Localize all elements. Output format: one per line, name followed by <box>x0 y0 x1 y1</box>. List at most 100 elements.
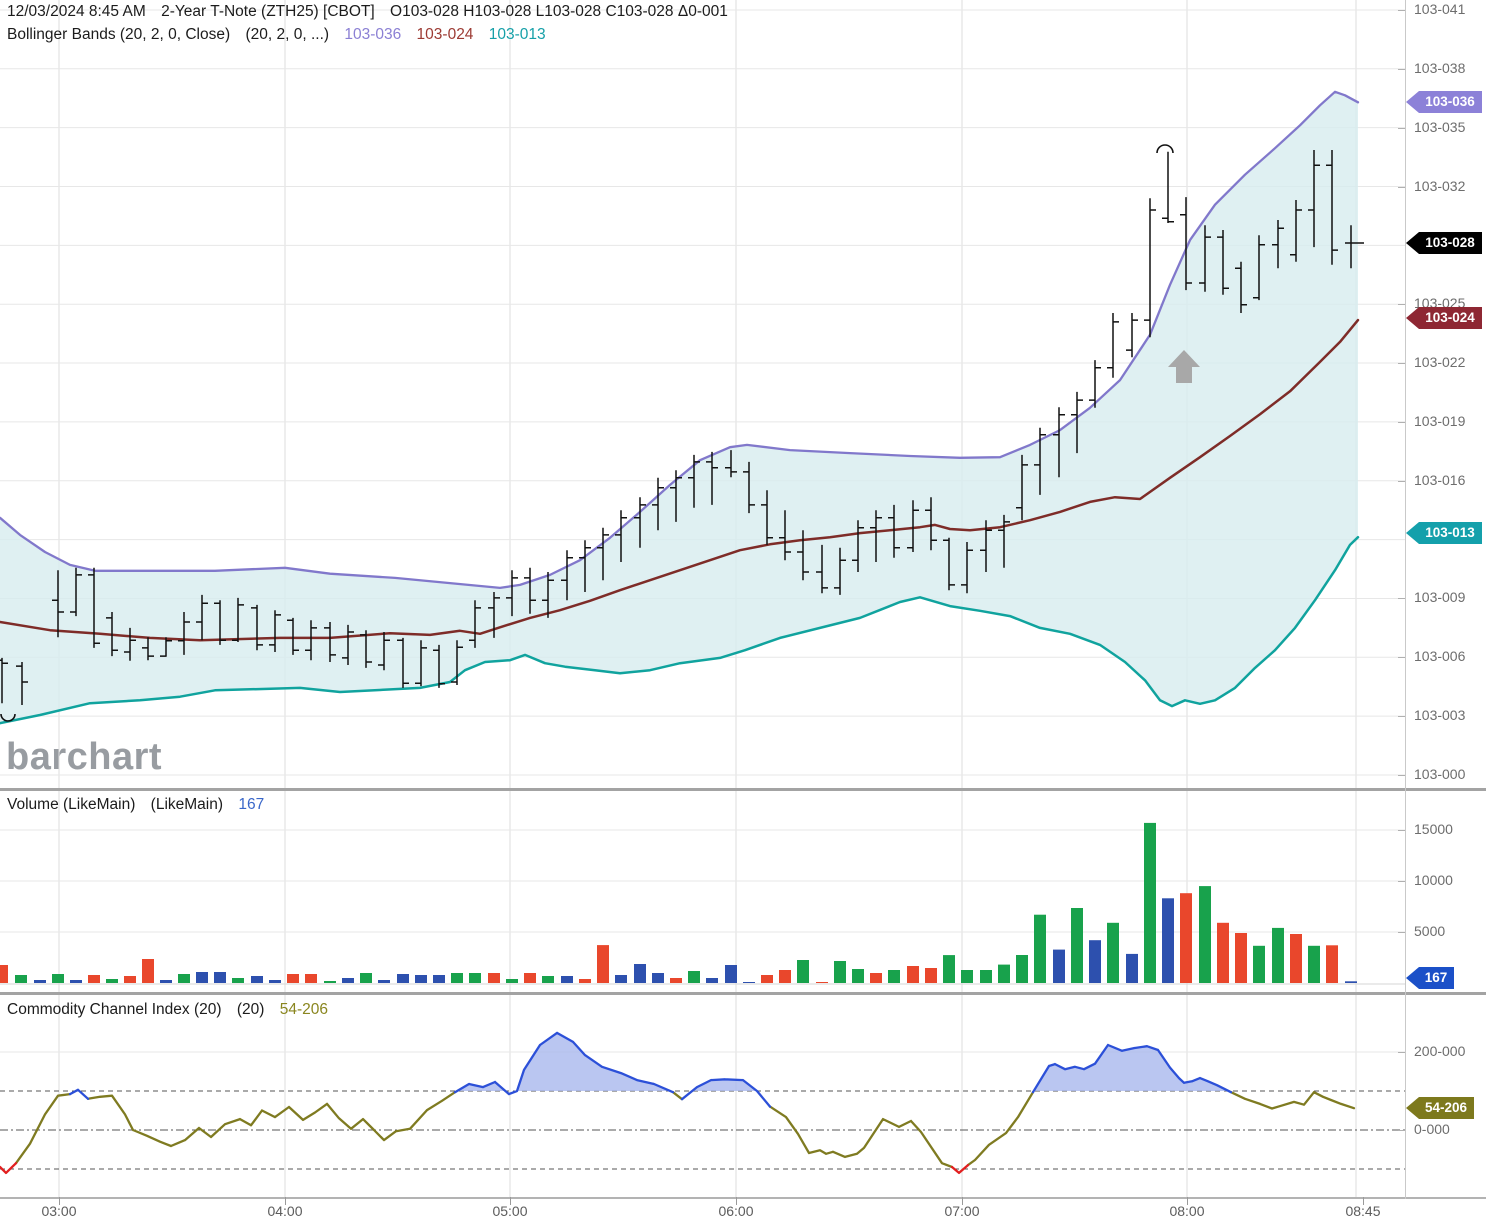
x-axis-label: 03:00 <box>41 1203 77 1219</box>
volume-bar <box>1126 953 1138 983</box>
up-arrow-icon <box>1168 350 1200 383</box>
axis-badge: 103-028 <box>1406 232 1482 254</box>
volume-bar <box>106 979 118 983</box>
volume-bar <box>178 974 190 983</box>
y-axis-tick <box>1398 421 1405 423</box>
volume-bar <box>1326 945 1338 983</box>
y-axis-label: 15000 <box>1414 821 1453 837</box>
volume-bar <box>597 945 609 983</box>
volume-bar <box>652 973 664 983</box>
x-axis-tick <box>1187 1197 1188 1205</box>
volume-bar <box>360 973 372 983</box>
cci-study-params: (20) <box>236 1001 265 1018</box>
volume-bar <box>196 972 208 983</box>
volume-bar <box>888 970 900 983</box>
bollinger-upper-line <box>0 90 1360 590</box>
volume-bar <box>1034 914 1046 983</box>
volume-bar <box>1053 949 1065 983</box>
y-axis-tick <box>1398 716 1405 718</box>
y-axis-tick <box>1398 186 1405 188</box>
y-axis-label: 103-006 <box>1414 648 1466 665</box>
y-axis-tick <box>1398 480 1405 482</box>
y-axis-label: 0-000 <box>1414 1121 1450 1137</box>
y-axis-border <box>1405 0 1406 1199</box>
volume-bar <box>488 973 500 983</box>
volume-bar <box>1345 981 1357 983</box>
volume-header: Volume (LikeMain) (LikeMain) 167 <box>7 796 275 814</box>
axis-badge: 54-206 <box>1406 1097 1474 1119</box>
volume-bar <box>451 973 463 983</box>
volume-bar <box>378 980 390 983</box>
volume-bar <box>1144 822 1156 983</box>
volume-bar <box>1199 886 1211 983</box>
y-axis-label: 103-032 <box>1414 177 1466 194</box>
volume-bar <box>15 975 27 983</box>
volume-bar <box>324 981 336 983</box>
axis-badge: 103-036 <box>1406 91 1482 113</box>
volume-bar <box>415 975 427 983</box>
volume-bar <box>743 982 755 983</box>
volume-bar <box>287 974 299 983</box>
axis-badge: 167 <box>1406 967 1454 989</box>
header-datetime: 12/03/2024 8:45 AM <box>7 3 146 20</box>
x-axis-tick <box>962 1197 963 1205</box>
y-axis-label: 103-019 <box>1414 412 1466 429</box>
volume-bar <box>1290 934 1302 983</box>
volume-study-label[interactable]: Volume (LikeMain) <box>7 796 136 813</box>
x-axis-label: 04:00 <box>267 1203 303 1219</box>
y-axis-tick <box>1398 830 1405 831</box>
y-axis-tick <box>1398 363 1405 365</box>
study-label[interactable]: Bollinger Bands (20, 2, 0, Close) <box>7 26 231 43</box>
volume-bar <box>998 964 1010 983</box>
y-axis-label: 103-016 <box>1414 471 1466 488</box>
y-axis-tick <box>1398 68 1405 70</box>
volume-bar <box>1308 945 1320 983</box>
volume-bar <box>70 980 82 983</box>
volume-bar <box>670 978 682 983</box>
volume-bar <box>305 974 317 983</box>
y-axis-label: 103-022 <box>1414 354 1466 371</box>
volume-bar <box>1235 933 1247 983</box>
x-axis-label: 07:00 <box>944 1203 980 1219</box>
cci-line-overbought <box>68 1031 1233 1108</box>
main-chart-header: 12/03/2024 8:45 AM 2-Year T-Note (ZTH25)… <box>7 3 739 21</box>
barchart-watermark: barchart <box>6 736 163 778</box>
y-axis-tick <box>1398 9 1405 11</box>
volume-bar <box>925 968 937 983</box>
volume-bar <box>579 979 591 983</box>
x-axis-tick <box>510 1197 511 1205</box>
volume-bar <box>52 974 64 983</box>
volume-bar <box>251 976 263 983</box>
volume-study-params: (LikeMain) <box>150 796 224 813</box>
volume-bar <box>870 973 882 983</box>
y-axis-tick <box>1398 1130 1405 1131</box>
volume-bar <box>214 972 226 983</box>
y-axis-label: 5000 <box>1414 923 1446 939</box>
y-axis-label: 103-003 <box>1414 707 1466 724</box>
volume-bar <box>761 975 773 983</box>
panel-separator[interactable] <box>0 992 1486 995</box>
volume-bar <box>1253 945 1265 983</box>
volume-bar <box>1016 955 1028 983</box>
bb-middle-value: 103-024 <box>416 26 474 43</box>
bollinger-header: Bollinger Bands (20, 2, 0, Close) (20, 2… <box>7 26 557 44</box>
volume-bar <box>142 959 154 983</box>
volume-bar <box>0 965 8 983</box>
x-axis-tick <box>736 1197 737 1205</box>
volume-bar <box>980 970 992 983</box>
volume-bar <box>1071 908 1083 983</box>
axis-badge: 103-013 <box>1406 522 1482 544</box>
volume-bar <box>852 969 864 983</box>
sar-curl-icon <box>0 713 16 722</box>
bollinger-band-fill <box>0 91 1358 724</box>
x-axis-label: 08:00 <box>1169 1203 1205 1219</box>
panel-separator[interactable] <box>0 788 1486 791</box>
volume-bar <box>797 960 809 983</box>
volume-bar <box>1180 893 1192 983</box>
cci-study-label[interactable]: Commodity Channel Index (20) <box>7 1001 222 1018</box>
bollinger-middle-line <box>0 318 1360 642</box>
header-ohlc-values: O103-028 H103-028 L103-028 C103-028 Δ0-0… <box>390 3 728 20</box>
volume-bar <box>524 973 536 983</box>
volume-bar <box>34 980 46 983</box>
